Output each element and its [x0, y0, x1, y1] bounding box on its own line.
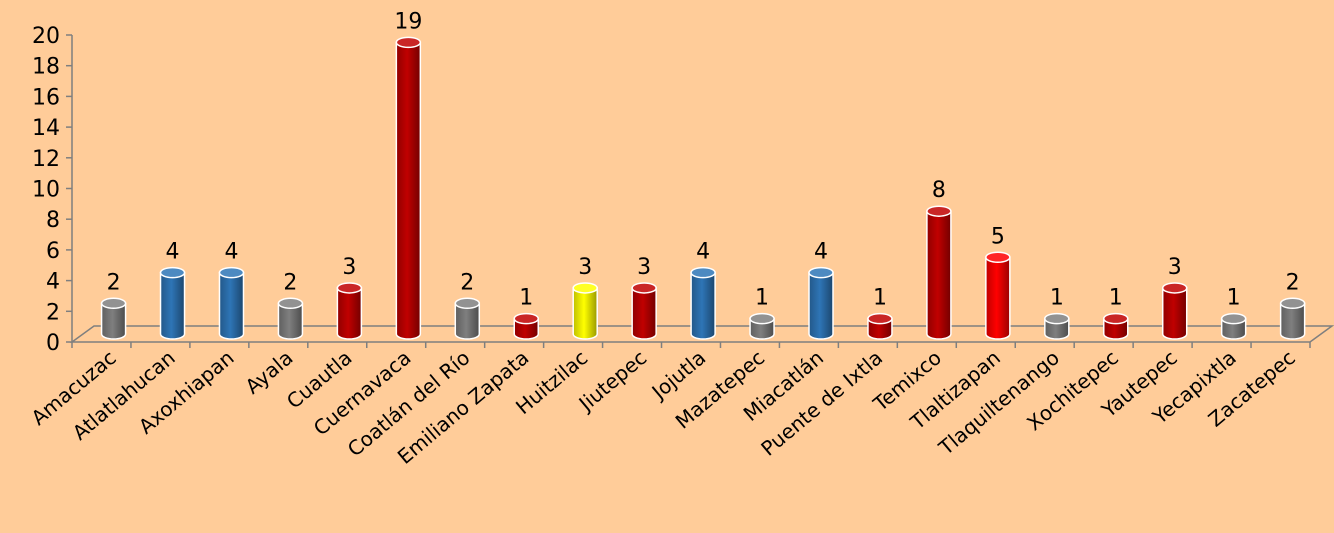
bar [454, 297, 481, 340]
bar-top [926, 205, 952, 217]
data-labels: 2 4 4 2 3 19 2 1 3 3 4 1 4 1 8 5 1 1 3 1 2 [107, 9, 1300, 310]
data-label: 3 [578, 255, 592, 280]
bar-top [1161, 282, 1188, 294]
data-label: 1 [873, 286, 887, 311]
bar-body [336, 287, 363, 340]
bar-top [336, 282, 363, 294]
data-label: 1 [1227, 286, 1241, 311]
bar-body [808, 271, 834, 340]
bars [100, 36, 1306, 340]
data-label: 4 [166, 240, 180, 265]
bar [749, 312, 775, 340]
bar-top [395, 36, 422, 49]
bar [867, 312, 893, 340]
bar-body [690, 271, 716, 340]
bar [277, 297, 304, 340]
bar-top [1103, 312, 1129, 325]
bar [100, 297, 127, 340]
data-label: 5 [991, 224, 1005, 249]
bar [336, 282, 363, 340]
bar-top [1220, 312, 1247, 325]
data-label: 2 [107, 270, 121, 295]
bar-top [454, 297, 481, 310]
y-tick-label: 2 [46, 300, 60, 325]
bar-top [572, 282, 598, 294]
bar-top [513, 312, 539, 325]
bar [395, 36, 422, 340]
y-tick-label: 0 [46, 331, 60, 356]
bar-body [100, 302, 127, 340]
y-tick-label: 10 [32, 178, 60, 203]
bar [218, 266, 245, 340]
y-tick-label: 4 [46, 270, 60, 295]
bar-body [631, 287, 657, 340]
bar-top [100, 297, 127, 310]
bar-top [1044, 312, 1070, 325]
bar-body [572, 287, 598, 340]
bar-body [218, 271, 245, 340]
bar [690, 266, 716, 340]
bar [926, 205, 952, 340]
data-label: 19 [394, 9, 422, 34]
data-label: 1 [755, 286, 769, 311]
bar-top [867, 312, 893, 325]
bar-top [1279, 297, 1306, 310]
bar [1220, 312, 1247, 340]
data-label: 1 [519, 286, 533, 311]
y-tick-label: 12 [32, 147, 60, 172]
y-tick-label: 8 [46, 208, 60, 233]
y-tick-label: 18 [32, 55, 60, 80]
bar [631, 282, 657, 340]
bar [808, 266, 834, 340]
bar-body [926, 210, 952, 340]
bar [1161, 282, 1188, 340]
y-tick-label: 20 [32, 24, 60, 49]
data-label: 2 [283, 270, 297, 295]
bar-top [690, 266, 716, 279]
bar-body [1161, 287, 1188, 340]
data-label: 4 [814, 240, 828, 265]
bar-top [985, 251, 1011, 263]
y-tick-label: 16 [32, 85, 60, 110]
bar [1044, 312, 1070, 340]
bar [513, 312, 539, 340]
bar [985, 251, 1011, 340]
bar [159, 266, 186, 340]
bar [1279, 297, 1306, 340]
bar-body [395, 41, 422, 340]
y-tick-label: 6 [46, 239, 60, 264]
bar-top [159, 266, 186, 279]
bar [572, 282, 598, 340]
bar-body [454, 302, 481, 340]
bar-top [218, 266, 245, 279]
bar-body [159, 271, 186, 340]
data-label: 1 [1109, 286, 1123, 311]
bar-top [808, 266, 834, 279]
bar-body [277, 302, 304, 340]
bar [1103, 312, 1129, 340]
data-label: 2 [460, 270, 474, 295]
bar-body [1279, 302, 1306, 340]
data-label: 3 [1168, 255, 1182, 280]
bar-body [985, 256, 1011, 340]
bar-top [277, 297, 304, 310]
bar-top [631, 282, 657, 294]
data-label: 4 [224, 240, 238, 265]
data-label: 8 [932, 178, 946, 203]
data-label: 2 [1286, 270, 1300, 295]
data-label: 1 [1050, 286, 1064, 311]
y-tick-label: 14 [32, 116, 60, 141]
data-label: 3 [637, 255, 651, 280]
axes [69, 35, 1334, 348]
data-label: 4 [696, 240, 710, 265]
data-label: 3 [342, 255, 356, 280]
y-axis-ticks: 0 2 4 6 8 10 12 14 16 18 20 [32, 24, 72, 356]
bar-top [749, 312, 775, 325]
